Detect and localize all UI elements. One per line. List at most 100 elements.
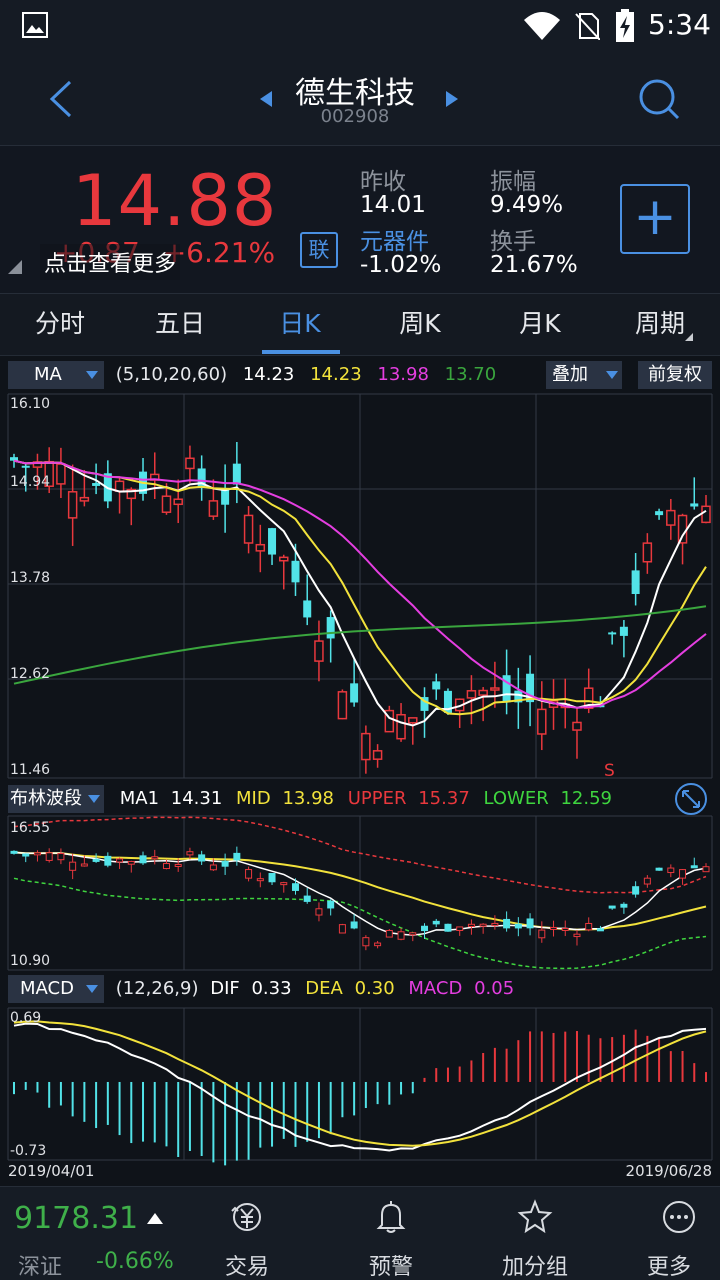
boll-candle	[667, 867, 675, 874]
tab-five-day[interactable]: 五日	[154, 309, 205, 338]
candle-down	[10, 457, 18, 461]
chevron-down-icon	[86, 985, 98, 993]
candle-up	[243, 514, 254, 544]
price-change-pct: +6.21%	[162, 236, 276, 269]
candle-down	[21, 465, 30, 468]
boll-candle	[397, 931, 405, 940]
candle-down	[514, 690, 523, 703]
boll-candle	[162, 863, 170, 870]
tab-intraday[interactable]: 分时	[34, 309, 85, 338]
candle-up	[677, 514, 688, 544]
next-stock-icon[interactable]	[444, 90, 460, 108]
prev-stock-icon[interactable]	[258, 90, 274, 108]
candle-up	[666, 509, 676, 526]
index-value[interactable]: 9178.31	[14, 1201, 139, 1236]
boll-candle	[104, 855, 112, 866]
boll-candle	[209, 864, 217, 871]
boll-candle	[22, 853, 30, 857]
ma-params: (5,10,20,60)	[115, 364, 228, 385]
tab-daily-k[interactable]: 日K	[279, 309, 321, 338]
candle-up	[537, 708, 547, 735]
candle-down	[655, 511, 664, 516]
star-icon	[517, 1199, 553, 1234]
boll-candle	[585, 922, 593, 931]
boll-upper-label: UPPER	[347, 788, 407, 809]
boll-candle	[327, 900, 335, 909]
candle-up	[361, 732, 371, 761]
boll-candle	[303, 895, 311, 902]
boll-candle	[57, 853, 65, 861]
linked-badge[interactable]: 联	[300, 232, 338, 268]
candle-up	[185, 457, 195, 470]
boll-upper-line	[13, 816, 707, 894]
amplitude-label: 振幅	[490, 169, 536, 195]
boll-lower-line	[13, 877, 707, 970]
more-icon	[663, 1201, 695, 1233]
boll-candle	[315, 908, 323, 916]
nav-bar: 德生科技 002908	[0, 54, 720, 146]
sector-link[interactable]: 元器件	[360, 229, 429, 255]
battery-charging-icon	[616, 9, 634, 42]
macd-ytick-bottom: -0.73	[10, 1143, 46, 1159]
candle-down	[631, 570, 640, 595]
candle-up	[572, 721, 582, 731]
trade-button[interactable]: 交易	[192, 1187, 302, 1280]
corner-expand-icon	[8, 260, 22, 274]
search-icon[interactable]	[636, 76, 682, 122]
candle-up	[161, 495, 172, 513]
boll-candle	[409, 932, 417, 936]
candle-up	[79, 496, 90, 502]
candlestick-series	[10, 442, 711, 774]
candle-up	[56, 463, 66, 485]
amplitude-value: 9.49%	[490, 192, 564, 218]
boll-indicator-select[interactable]: 布林波段	[8, 785, 104, 813]
boll-candle	[69, 861, 77, 871]
more-details-hint[interactable]: 点击查看更多	[40, 244, 181, 280]
ma-indicator-select[interactable]: MA	[8, 361, 104, 389]
prev-close-value: 14.01	[360, 192, 426, 218]
kline-ytick: 14.94	[10, 474, 50, 490]
gallery-notification-icon	[22, 12, 48, 38]
candle-up	[208, 500, 219, 517]
quote-panel[interactable]: 14.88 +0.87 +6.21% 点击查看更多 联 昨收 14.01 元器件…	[0, 146, 720, 294]
status-time: 5:34	[648, 8, 711, 41]
fullscreen-icon[interactable]	[674, 782, 708, 816]
alert-button[interactable]: 预警	[336, 1187, 446, 1280]
boll-candle	[198, 854, 206, 862]
index-name: 深证	[18, 1255, 63, 1280]
period-dropdown-icon	[685, 333, 693, 341]
boll-grid	[7, 815, 713, 971]
tab-weekly-k[interactable]: 周K	[399, 309, 441, 338]
bell-icon	[376, 1201, 406, 1233]
candle-down	[420, 697, 429, 711]
back-icon[interactable]	[44, 78, 76, 120]
boll-candle	[632, 886, 640, 895]
turnover-label: 换手	[490, 229, 536, 255]
sector-change: -1.02%	[360, 252, 442, 278]
tab-period[interactable]: 周期	[634, 309, 685, 338]
ma5-value: 14.23	[242, 364, 295, 385]
boll-candle	[514, 923, 522, 929]
index-expand-icon[interactable]	[146, 1211, 164, 1225]
boll-candle	[608, 905, 616, 909]
boll-candle	[127, 860, 135, 865]
more-button[interactable]: 更多	[624, 1187, 720, 1280]
macd-ytick-top: 0.69	[10, 1010, 41, 1026]
index-change: -0.66%	[96, 1249, 174, 1274]
add-watchlist-button[interactable]: +	[620, 184, 690, 254]
adjust-price-button[interactable]: 前复权	[638, 361, 712, 389]
boll-legend: 布林波段 MA1 14.31 MID 13.98 UPPER 15.37 LOW…	[8, 784, 720, 816]
boll-candle	[491, 922, 499, 926]
macd-indicator-select[interactable]: MACD	[8, 975, 104, 1003]
add-group-button[interactable]: 加分组	[480, 1187, 590, 1280]
overlay-select[interactable]: 叠加	[546, 361, 622, 389]
candle-up	[114, 480, 125, 492]
boll-candle	[467, 923, 475, 928]
stock-charts[interactable]: 16.10 14.94 13.78 12.62 11.46 S 16.55 10…	[0, 390, 720, 1186]
kline-ytick: 11.46	[10, 762, 50, 778]
boll-candle	[573, 933, 581, 938]
tab-monthly-k[interactable]: 月K	[519, 309, 561, 338]
macd-grid	[7, 1007, 713, 1161]
boll-candle	[338, 924, 346, 934]
boll-candle	[362, 937, 370, 947]
